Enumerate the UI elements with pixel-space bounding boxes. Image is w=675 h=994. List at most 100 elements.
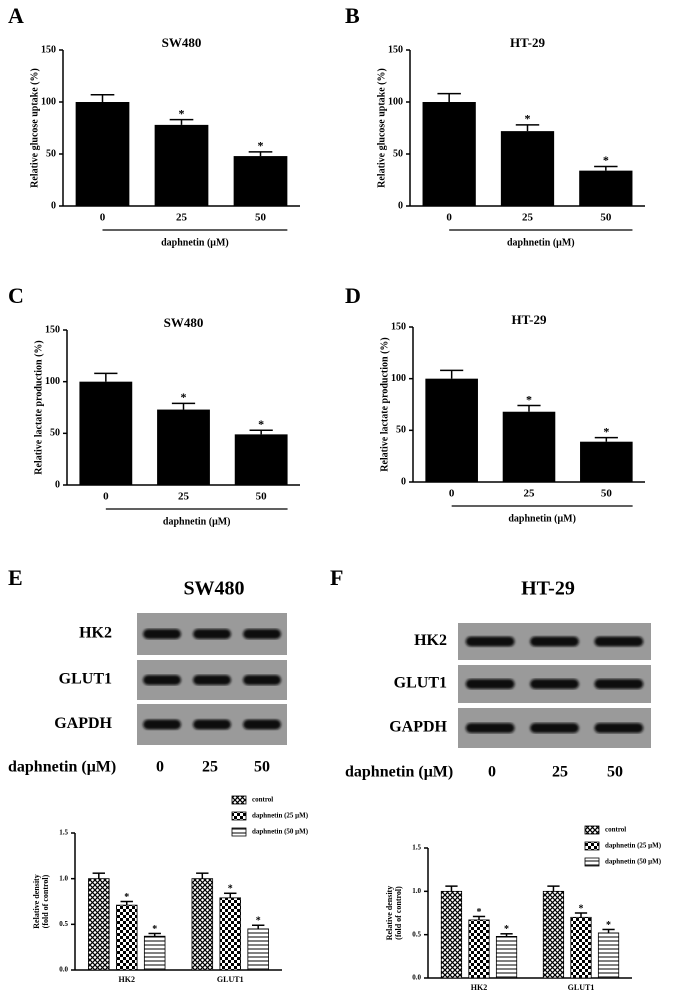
significance-marker: * bbox=[504, 924, 509, 935]
blot-band bbox=[530, 723, 579, 733]
significance-marker: * bbox=[228, 884, 233, 895]
y-axis-label: Relative lactate production (%) bbox=[379, 337, 390, 472]
y-tick-label: 0.5 bbox=[412, 930, 421, 938]
chart-title: HT-29 bbox=[510, 35, 545, 50]
x-tick-label: 50 bbox=[256, 491, 268, 503]
chart-title: HT-29 bbox=[512, 312, 547, 327]
chart-title: SW480 bbox=[164, 315, 204, 330]
blot-title: SW480 bbox=[183, 578, 244, 600]
bar bbox=[191, 878, 214, 971]
legend-label: daphnetin (25 μM) bbox=[605, 842, 662, 850]
significance-marker: * bbox=[179, 106, 185, 120]
blot-row-label: HK2 bbox=[414, 632, 447, 649]
x-tick-label: GLUT1 bbox=[568, 983, 595, 992]
legend-label: control bbox=[605, 826, 626, 834]
bar bbox=[88, 878, 110, 971]
y-axis-label: Relative density bbox=[32, 874, 41, 928]
y-tick-label: 0 bbox=[401, 476, 406, 487]
significance-marker: * bbox=[124, 892, 129, 903]
y-tick-label: 150 bbox=[391, 321, 406, 332]
blot-row-label: HK2 bbox=[79, 625, 112, 642]
blot-band bbox=[193, 629, 231, 639]
x-axis-label: daphnetin (μM) bbox=[161, 237, 229, 248]
y-tick-label: 100 bbox=[41, 96, 56, 107]
y-tick-label: 0 bbox=[51, 200, 56, 211]
bar bbox=[157, 409, 210, 485]
x-tick-label: HK2 bbox=[471, 983, 487, 992]
y-axis-label: Relative lactate production (%) bbox=[33, 340, 44, 475]
blot-lane-label: 50 bbox=[607, 764, 623, 781]
panel-letter: A bbox=[8, 3, 24, 28]
blot-lane-label: 0 bbox=[488, 764, 496, 781]
significance-marker: * bbox=[606, 920, 611, 931]
significance-marker: * bbox=[181, 390, 187, 404]
y-tick-label: 50 bbox=[393, 148, 403, 159]
blot-band bbox=[143, 629, 181, 639]
blot-band bbox=[465, 679, 515, 689]
x-tick-label: 0 bbox=[100, 212, 106, 224]
y-tick-label: 100 bbox=[45, 376, 60, 387]
y-axis-label: (fold of control) bbox=[41, 874, 50, 928]
x-tick-label: 50 bbox=[600, 212, 612, 224]
bar bbox=[500, 131, 555, 206]
y-tick-label: 50 bbox=[46, 148, 56, 159]
blot-lane-label: 50 bbox=[254, 759, 270, 776]
panel-letter: E bbox=[8, 565, 23, 590]
legend-swatch bbox=[231, 827, 247, 837]
bar bbox=[597, 932, 620, 979]
x-tick-label: 50 bbox=[255, 212, 267, 224]
blot-band bbox=[143, 719, 181, 730]
blot-band bbox=[465, 636, 515, 647]
panel-letter: C bbox=[8, 283, 24, 308]
bar bbox=[495, 936, 518, 979]
panel-letter: B bbox=[345, 3, 360, 28]
bar bbox=[219, 897, 241, 971]
blot-band bbox=[530, 636, 579, 647]
blot-x-label: daphnetin (μM) bbox=[345, 764, 453, 781]
legend-swatch bbox=[231, 795, 247, 805]
significance-marker: * bbox=[258, 417, 264, 431]
blot-band bbox=[243, 629, 281, 639]
blot-title: HT-29 bbox=[521, 578, 575, 600]
x-tick-label: 25 bbox=[178, 491, 190, 503]
bar bbox=[468, 919, 490, 979]
bar bbox=[542, 890, 565, 979]
bar bbox=[143, 935, 166, 971]
bar bbox=[422, 102, 476, 206]
y-tick-label: 0.5 bbox=[59, 920, 68, 928]
blot-band bbox=[594, 723, 644, 733]
blot-x-label: daphnetin (μM) bbox=[8, 759, 116, 776]
blot-lane-label: 25 bbox=[552, 764, 568, 781]
legend-label: control bbox=[252, 796, 273, 804]
blot-band bbox=[594, 636, 644, 647]
legend-swatch bbox=[584, 841, 600, 851]
legend-swatch bbox=[231, 811, 247, 821]
bar bbox=[233, 156, 288, 206]
y-axis-label: Relative glucose uptake (%) bbox=[29, 68, 40, 188]
bar bbox=[440, 890, 463, 979]
blot-row-label: GAPDH bbox=[54, 715, 112, 732]
blot-row-label: GAPDH bbox=[389, 719, 447, 736]
panel-letter: D bbox=[345, 283, 361, 308]
x-tick-label: GLUT1 bbox=[217, 975, 244, 984]
y-tick-label: 1.5 bbox=[412, 844, 421, 852]
blot-band bbox=[594, 679, 644, 689]
y-tick-label: 1.5 bbox=[59, 829, 68, 837]
blot-band bbox=[243, 719, 281, 730]
blot-band bbox=[530, 679, 579, 689]
bar bbox=[580, 441, 633, 482]
blot-lane-label: 0 bbox=[156, 759, 164, 776]
significance-marker: * bbox=[477, 907, 482, 918]
bar bbox=[247, 928, 269, 971]
blot-band bbox=[143, 675, 181, 685]
x-tick-label: 0 bbox=[446, 212, 452, 224]
significance-marker: * bbox=[525, 112, 531, 126]
significance-marker: * bbox=[258, 139, 264, 153]
x-tick-label: 0 bbox=[449, 488, 455, 500]
x-tick-label: 50 bbox=[601, 488, 613, 500]
x-tick-label: HK2 bbox=[119, 975, 135, 984]
x-tick-label: 25 bbox=[176, 212, 188, 224]
y-tick-label: 0 bbox=[55, 479, 60, 490]
x-axis-label: daphnetin (μM) bbox=[508, 513, 576, 524]
